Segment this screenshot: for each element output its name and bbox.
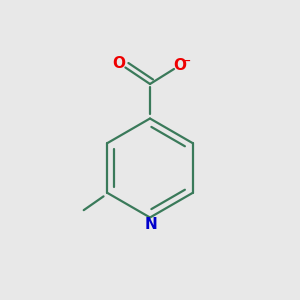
Text: N: N xyxy=(144,217,157,232)
Text: O: O xyxy=(112,56,125,71)
Text: −: − xyxy=(182,56,191,66)
Text: O: O xyxy=(173,58,186,73)
